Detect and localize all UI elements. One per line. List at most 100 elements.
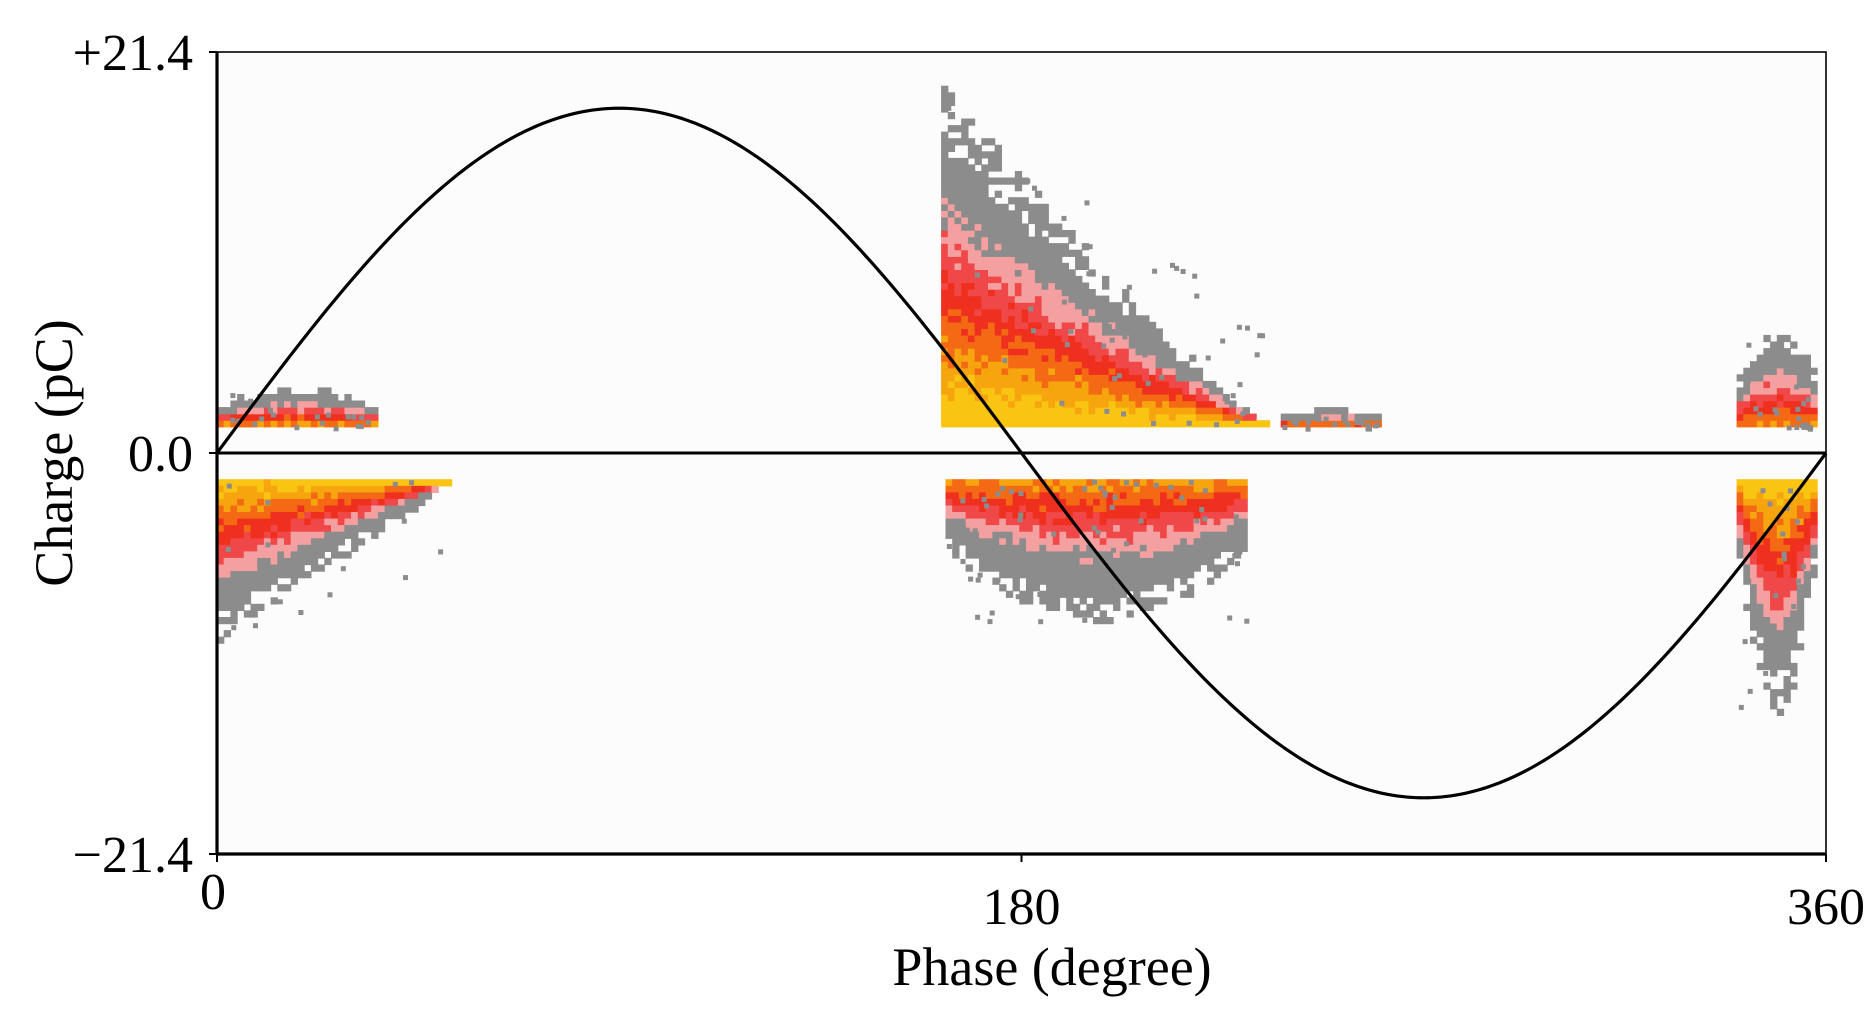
outlier-point — [1772, 407, 1778, 413]
density-cell — [1108, 380, 1116, 389]
density-cell — [1314, 407, 1322, 415]
density-cell — [263, 564, 272, 572]
density-cell — [1048, 348, 1056, 356]
density-cell — [1119, 485, 1128, 493]
outlier-point — [1109, 504, 1115, 510]
density-cell — [981, 171, 989, 179]
density-cell — [1099, 551, 1107, 559]
density-cell — [1790, 531, 1798, 539]
density-cell — [1189, 420, 1197, 428]
density-cell — [1233, 479, 1242, 487]
density-cell — [967, 164, 976, 172]
density-cell — [1028, 341, 1036, 349]
outlier-point — [1142, 352, 1148, 358]
density-cell — [1776, 407, 1785, 415]
density-cell — [331, 407, 339, 415]
density-cell — [1088, 367, 1096, 375]
density-cell — [1153, 531, 1161, 539]
density-cell — [1776, 334, 1785, 343]
density-cell — [1233, 544, 1242, 552]
density-cell — [1160, 538, 1168, 546]
density-cell — [257, 479, 265, 487]
density-cell — [217, 479, 225, 487]
outlier-point — [975, 577, 981, 583]
density-cell — [1790, 498, 1798, 507]
density-cell — [1008, 249, 1016, 257]
density-cell — [1021, 249, 1029, 257]
density-cell — [941, 367, 949, 375]
density-cell — [1776, 577, 1785, 585]
density-cell — [1115, 367, 1123, 375]
density-cell — [398, 485, 406, 493]
density-cell — [1790, 630, 1798, 638]
outlier-point — [1791, 604, 1797, 609]
density-cell — [1146, 479, 1154, 487]
density-cell — [1790, 394, 1798, 402]
density-cell — [217, 512, 225, 520]
density-cell — [217, 617, 225, 625]
density-cell — [277, 538, 285, 546]
density-cell — [217, 564, 225, 572]
density-cell — [1026, 551, 1034, 559]
density-cell — [1001, 262, 1009, 270]
density-cell — [961, 203, 969, 211]
outlier-point — [1291, 419, 1297, 425]
density-cell — [1026, 525, 1034, 533]
density-cell — [967, 315, 976, 323]
density-cell — [1102, 361, 1110, 369]
density-cell — [310, 512, 319, 520]
density-cell — [1001, 282, 1009, 290]
density-cell — [1776, 617, 1785, 625]
density-cell — [1081, 295, 1090, 303]
density-cell — [1055, 295, 1063, 303]
outlier-point — [1061, 215, 1067, 221]
density-cell — [1075, 328, 1083, 336]
density-cell — [230, 557, 238, 566]
density-cell — [230, 597, 238, 605]
density-cell — [217, 538, 225, 546]
density-cell — [1075, 361, 1083, 369]
density-cell — [297, 413, 305, 421]
density-cell — [1169, 354, 1177, 362]
density-cell — [1146, 505, 1154, 513]
density-cell — [237, 479, 245, 487]
density-cell — [1162, 374, 1170, 382]
outlier-point — [1805, 425, 1811, 431]
density-cell — [217, 597, 225, 605]
density-cell — [371, 407, 379, 415]
density-cell — [1750, 498, 1758, 507]
density-cell — [250, 479, 258, 487]
density-cell — [243, 505, 252, 513]
density-cell — [1142, 315, 1150, 323]
density-cell — [974, 328, 982, 336]
density-cell — [1102, 380, 1110, 389]
density-cell — [1008, 223, 1016, 231]
outlier-point — [995, 491, 1001, 497]
density-cell — [1783, 374, 1791, 382]
density-cell — [1126, 571, 1134, 579]
density-cell — [1034, 236, 1043, 244]
density-cell — [1041, 334, 1049, 343]
density-cell — [1052, 518, 1061, 526]
density-cell — [277, 551, 285, 559]
density-cell — [1014, 203, 1023, 211]
density-cell — [1202, 400, 1210, 408]
density-cell — [1052, 584, 1061, 592]
density-cell — [1059, 551, 1067, 559]
density-cell — [1008, 341, 1016, 349]
density-cell — [1014, 197, 1023, 205]
density-cell — [1001, 210, 1009, 218]
outlier-point — [1082, 486, 1088, 492]
density-cell — [1106, 551, 1114, 559]
outlier-point — [1109, 337, 1115, 343]
density-cell — [1061, 413, 1069, 421]
density-cell — [974, 413, 982, 421]
density-cell — [994, 164, 1002, 172]
density-cell — [972, 492, 980, 500]
density-cell — [1048, 334, 1056, 343]
density-cell — [277, 498, 285, 507]
density-cell — [988, 354, 996, 362]
density-cell — [1743, 367, 1751, 375]
density-cell — [994, 302, 1002, 310]
density-cell — [1790, 662, 1798, 671]
